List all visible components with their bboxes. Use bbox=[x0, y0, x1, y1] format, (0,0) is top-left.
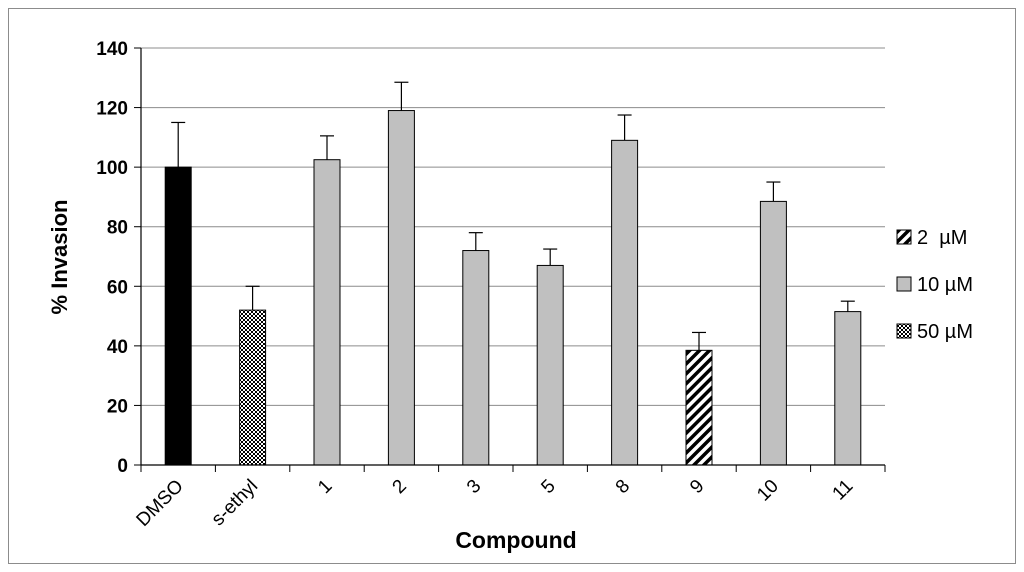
bar-1 bbox=[313, 159, 341, 466]
y-tick-label: 140 bbox=[96, 39, 128, 60]
x-tick-label: 10 bbox=[753, 476, 783, 506]
bar-2 bbox=[387, 110, 415, 466]
x-tick-label: DMSO bbox=[133, 476, 188, 531]
bar-3 bbox=[462, 250, 490, 466]
y-tick-label: 120 bbox=[96, 99, 128, 120]
y-tick-label: 60 bbox=[107, 277, 128, 298]
legend-swatch bbox=[896, 323, 912, 339]
y-axis-label: % Invasion bbox=[47, 200, 72, 315]
legend-swatch bbox=[896, 276, 912, 292]
bar-11 bbox=[834, 311, 862, 466]
bar-10 bbox=[759, 200, 787, 466]
legend-swatch bbox=[896, 229, 912, 245]
x-tick-label: s-ethyl bbox=[208, 476, 262, 530]
invasion-bar-chart: 0 20 40 60 80 100 120 140 DMSO s-ethyl 1 2 3 5 8 9 10 11… bbox=[47, 39, 973, 553]
y-tick-label: 100 bbox=[96, 158, 128, 179]
axes bbox=[140, 48, 886, 472]
x-tick-label: 2 bbox=[389, 476, 411, 498]
bar-s-ethyl bbox=[239, 309, 267, 466]
y-tick-label: 0 bbox=[117, 456, 128, 477]
x-tick-label: 5 bbox=[537, 476, 559, 498]
x-tick-label: 1 bbox=[314, 476, 336, 498]
x-tick-label: 8 bbox=[612, 476, 634, 498]
bar-5 bbox=[536, 264, 564, 466]
chart-frame: 0 20 40 60 80 100 120 140 DMSO s-ethyl 1 2 3 5 8 9 10 11… bbox=[8, 8, 1016, 564]
bar-9 bbox=[685, 349, 713, 466]
legend: 2 µM 10 µM 50 µM bbox=[896, 227, 973, 343]
bar-dmso bbox=[164, 166, 192, 466]
bar-8 bbox=[611, 139, 639, 466]
error-bars bbox=[171, 81, 855, 351]
x-axis-label: Compound bbox=[455, 527, 576, 553]
legend-label: 10 µM bbox=[917, 274, 973, 296]
y-tick-label: 40 bbox=[107, 337, 128, 358]
legend-label: 50 µM bbox=[917, 321, 973, 343]
y-tick-labels: 0 20 40 60 80 100 120 140 bbox=[96, 39, 128, 477]
y-tick-label: 20 bbox=[107, 396, 128, 417]
x-tick-label: 9 bbox=[686, 476, 708, 498]
x-tick-label: 3 bbox=[463, 476, 485, 498]
bars bbox=[164, 110, 862, 466]
legend-label: 2 µM bbox=[917, 227, 967, 249]
y-tick-label: 80 bbox=[107, 218, 128, 239]
x-tick-labels: DMSO s-ethyl 1 2 3 5 8 9 10 11 bbox=[133, 476, 858, 531]
x-tick-label: 11 bbox=[829, 476, 858, 505]
